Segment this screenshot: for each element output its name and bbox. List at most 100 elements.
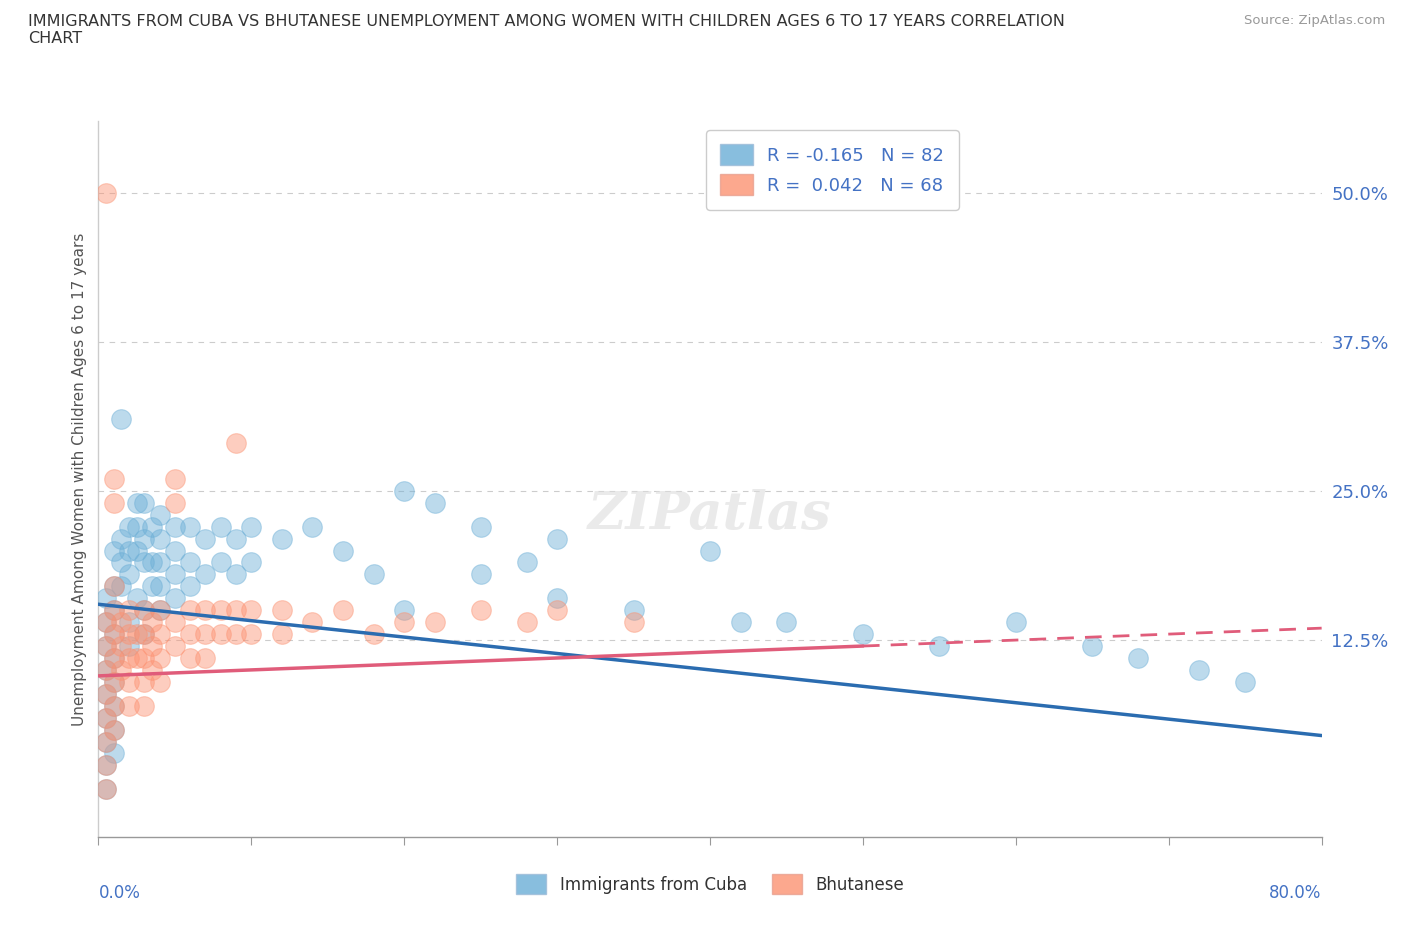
Point: [516, 555, 538, 570]
Point: [209, 555, 232, 570]
Point: [125, 519, 148, 534]
Point: [163, 615, 186, 630]
Point: [94, 185, 117, 200]
Point: [163, 472, 186, 486]
Point: [209, 627, 232, 642]
Point: [125, 496, 148, 511]
Point: [103, 698, 125, 713]
Point: [125, 591, 148, 605]
Point: [118, 567, 141, 582]
Point: [118, 651, 141, 666]
Point: [103, 746, 125, 761]
Point: [118, 627, 141, 642]
Point: [118, 698, 141, 713]
Point: [225, 627, 247, 642]
Point: [94, 782, 117, 797]
Point: [179, 578, 201, 593]
Point: [163, 567, 186, 582]
Point: [623, 603, 645, 618]
Point: [103, 603, 125, 618]
Point: [125, 543, 148, 558]
Point: [149, 603, 172, 618]
Point: [149, 603, 172, 618]
Point: [125, 651, 148, 666]
Point: [110, 412, 132, 427]
Point: [240, 519, 263, 534]
Point: [149, 651, 172, 666]
Point: [179, 519, 201, 534]
Point: [94, 591, 117, 605]
Point: [209, 519, 232, 534]
Point: [134, 496, 156, 511]
Point: [94, 662, 117, 677]
Point: [141, 639, 163, 654]
Point: [225, 531, 247, 546]
Point: [928, 639, 950, 654]
Point: [149, 555, 172, 570]
Point: [225, 567, 247, 582]
Point: [1004, 615, 1026, 630]
Point: [103, 651, 125, 666]
Point: [125, 627, 148, 642]
Point: [103, 627, 125, 642]
Point: [134, 698, 156, 713]
Point: [240, 627, 263, 642]
Point: [775, 615, 797, 630]
Point: [103, 627, 125, 642]
Point: [94, 758, 117, 773]
Point: [134, 627, 156, 642]
Point: [94, 686, 117, 701]
Point: [118, 519, 141, 534]
Point: [163, 543, 186, 558]
Point: [103, 722, 125, 737]
Point: [470, 519, 492, 534]
Point: [134, 555, 156, 570]
Point: [149, 531, 172, 546]
Point: [149, 627, 172, 642]
Point: [699, 543, 721, 558]
Point: [118, 543, 141, 558]
Point: [110, 578, 132, 593]
Point: [179, 627, 201, 642]
Point: [194, 651, 217, 666]
Point: [301, 615, 323, 630]
Point: [149, 508, 172, 523]
Point: [103, 722, 125, 737]
Point: [103, 543, 125, 558]
Point: [141, 519, 163, 534]
Point: [546, 591, 568, 605]
Point: [392, 615, 416, 630]
Point: [623, 615, 645, 630]
Point: [546, 603, 568, 618]
Point: [423, 496, 446, 511]
Point: [179, 603, 201, 618]
Point: [141, 578, 163, 593]
Point: [179, 651, 201, 666]
Point: [94, 639, 117, 654]
Point: [1128, 651, 1150, 666]
Point: [194, 531, 217, 546]
Point: [110, 555, 132, 570]
Point: [194, 567, 217, 582]
Point: [852, 627, 875, 642]
Point: [149, 674, 172, 689]
Point: [103, 603, 125, 618]
Point: [110, 615, 132, 630]
Point: [470, 567, 492, 582]
Point: [103, 578, 125, 593]
Point: [118, 639, 141, 654]
Point: [332, 603, 354, 618]
Point: [730, 615, 752, 630]
Point: [110, 639, 132, 654]
Point: [134, 531, 156, 546]
Point: [163, 519, 186, 534]
Point: [179, 555, 201, 570]
Point: [94, 662, 117, 677]
Point: [134, 603, 156, 618]
Point: [94, 686, 117, 701]
Legend: Immigrants from Cuba, Bhutanese: Immigrants from Cuba, Bhutanese: [509, 868, 911, 900]
Point: [1188, 662, 1211, 677]
Point: [149, 578, 172, 593]
Point: [392, 603, 416, 618]
Point: [110, 662, 132, 677]
